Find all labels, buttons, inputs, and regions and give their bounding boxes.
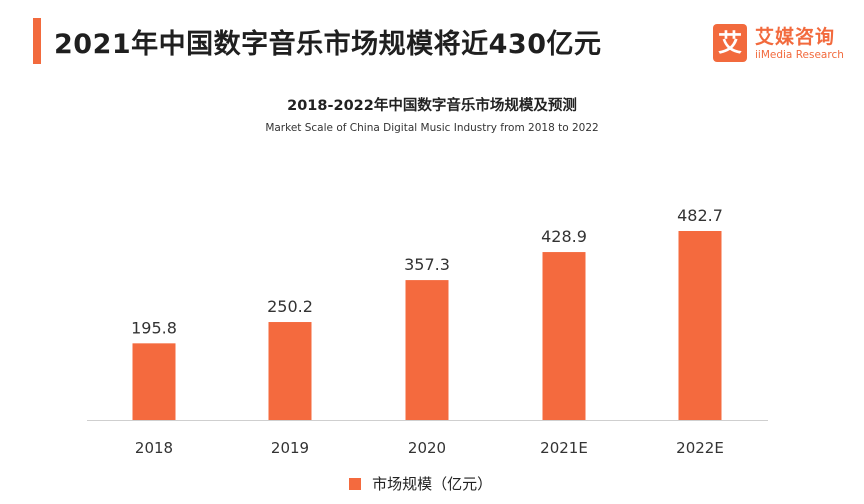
- legend-label: 市场规模（亿元）: [372, 475, 493, 493]
- chart-subtitle: Market Scale of China Digital Music Indu…: [265, 122, 599, 134]
- bar-value-label: 482.7: [677, 206, 723, 225]
- bar: [268, 322, 312, 420]
- brand-logo: 艾 艾媒咨询 iiMedia Research: [713, 20, 858, 68]
- x-tick-label: 2021E: [540, 439, 588, 457]
- x-tick-label: 2022E: [676, 439, 724, 457]
- bar-value-label: 428.9: [541, 227, 587, 246]
- logo-name-en: iiMedia Research: [755, 49, 844, 61]
- bar: [405, 280, 449, 420]
- bar: [542, 252, 586, 420]
- x-tick-label: 2020: [408, 439, 446, 457]
- logo-name-cn: 艾媒咨询: [755, 26, 836, 48]
- chart-legend: 市场规模（亿元）: [349, 473, 492, 493]
- bar: [678, 231, 722, 420]
- page-title: 2021年中国数字音乐市场规模将近430亿元: [54, 29, 602, 60]
- bar-value-label: 357.3: [404, 255, 450, 274]
- logo-badge-icon: 艾: [713, 24, 747, 62]
- x-tick-label: 2019: [271, 439, 309, 457]
- bar-value-label: 195.8: [131, 318, 177, 337]
- bar-value-label: 250.2: [267, 297, 313, 316]
- bar: [132, 343, 176, 420]
- chart-title: 2018-2022年中国数字音乐市场规模及预测: [287, 98, 577, 114]
- title-accent-bar: [33, 18, 41, 64]
- x-tick-label: 2018: [135, 439, 173, 457]
- legend-swatch: [349, 477, 361, 490]
